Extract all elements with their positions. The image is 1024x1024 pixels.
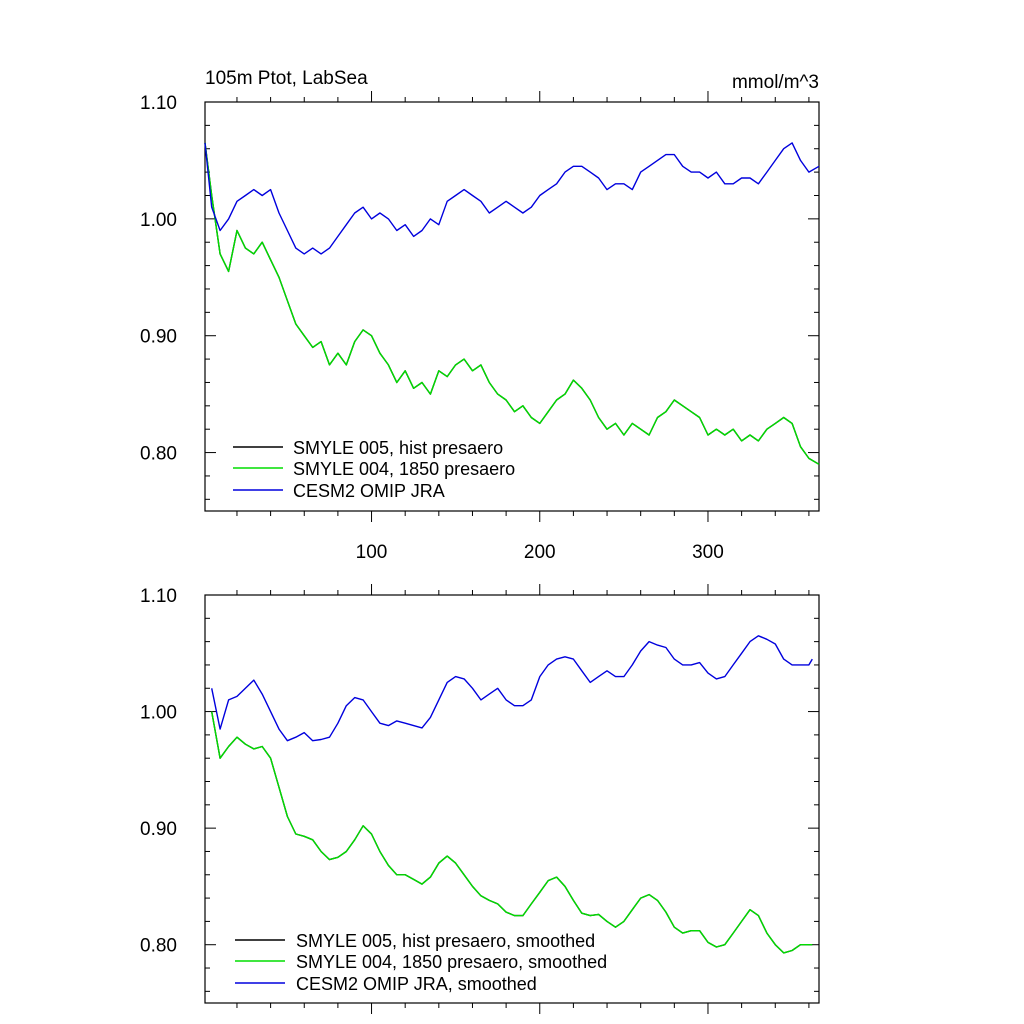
top-panel: 105m Ptot, LabSea mmol/m^3 1.10 1.00 0.90 0… — [140, 68, 820, 563]
bottom-y-tick-label: 1.00 — [140, 703, 177, 724]
top-axis-ticks: 1.10 1.00 0.90 0.80 100 200 300 — [140, 91, 819, 563]
top-chart-units: mmol/m^3 — [732, 72, 819, 93]
top-legend: SMYLE 005, hist presaero SMYLE 004, 1850… — [233, 438, 515, 501]
bottom-series-line-smyle-004-1850-presaero-smoothed — [211, 711, 813, 954]
top-legend-label-smyle-005: SMYLE 005, hist presaero — [293, 438, 503, 458]
bottom-plot-frame — [204, 594, 820, 1004]
top-y-tick-label: 0.80 — [140, 444, 177, 465]
bottom-panel: 1.10 1.00 0.90 0.80 SMYLE 005, hist presaer… — [140, 584, 820, 1014]
top-series-line-smyle-004-1850-presaero — [204, 142, 820, 465]
top-plot-frame — [204, 101, 820, 512]
top-legend-label-smyle-004: SMYLE 004, 1850 presaero — [293, 459, 515, 479]
top-x-tick-label: 100 — [356, 542, 388, 563]
top-y-tick-label: 0.90 — [140, 327, 177, 348]
bottom-y-tick-label: 0.90 — [140, 819, 177, 840]
bottom-series-line-cesm2-omip-jra-smoothed — [211, 635, 813, 742]
bottom-legend-label-smyle-004: SMYLE 004, 1850 presaero, smoothed — [296, 952, 607, 972]
top-x-tick-label: 200 — [524, 542, 556, 563]
bottom-legend: SMYLE 005, hist presaero, smoothed SMYLE… — [235, 931, 607, 994]
bottom-axis-ticks: 1.10 1.00 0.90 0.80 — [140, 584, 819, 1014]
bottom-y-tick-label: 1.10 — [140, 586, 177, 607]
bottom-legend-label-cesm2: CESM2 OMIP JRA, smoothed — [296, 974, 537, 994]
top-legend-label-cesm2: CESM2 OMIP JRA — [293, 481, 445, 501]
bottom-series-lines — [211, 635, 813, 954]
top-chart-title: 105m Ptot, LabSea — [205, 68, 368, 89]
bottom-y-tick-label: 0.80 — [140, 936, 177, 957]
top-y-tick-label: 1.10 — [140, 93, 177, 114]
top-series-line-cesm2-omip-jra — [204, 142, 820, 255]
bottom-legend-label-smyle-005: SMYLE 005, hist presaero, smoothed — [296, 931, 595, 951]
top-y-tick-label: 1.00 — [140, 210, 177, 231]
top-series-lines — [204, 142, 820, 465]
top-x-tick-label: 300 — [692, 542, 724, 563]
